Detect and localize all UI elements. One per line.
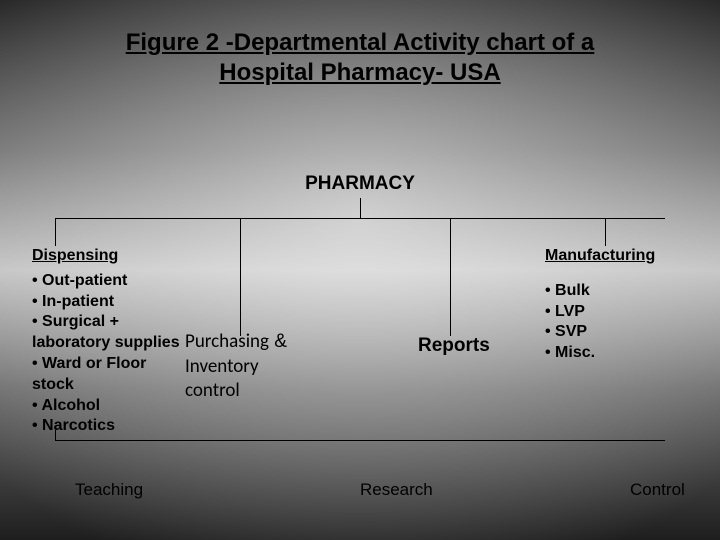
list-item: • In-patient (32, 292, 182, 313)
control-label: control (185, 379, 240, 402)
list-item: • Misc. (545, 343, 715, 364)
connector-line (55, 218, 665, 219)
purchasing-label: Purchasing (185, 330, 269, 353)
list-item: • Alcohol (32, 396, 182, 417)
node-research: Research (360, 480, 433, 500)
list-item: • Surgical + laboratory supplies (32, 312, 182, 354)
root-node-pharmacy: PHARMACY (0, 173, 720, 195)
connector-line (605, 218, 606, 246)
list-item: • Narcotics (32, 416, 182, 437)
title-line-2: Hospital Pharmacy- USA (219, 59, 500, 86)
list-item: • Out-patient (32, 271, 182, 292)
connector-line (450, 218, 451, 336)
connector-line (360, 198, 361, 218)
list-item: • LVP (545, 302, 715, 323)
list-item: • Ward or Floor stock (32, 354, 182, 396)
connector-line (55, 218, 56, 246)
node-reports: Reports (418, 334, 508, 359)
inventory-label: Inventory (185, 355, 259, 378)
node-teaching: Teaching (75, 480, 143, 500)
connector-line (240, 218, 241, 336)
manufacturing-heading: Manufacturing (545, 246, 715, 267)
ampersand: & (274, 331, 287, 352)
connector-line (55, 440, 665, 441)
dispensing-heading: Dispensing (32, 246, 182, 267)
figure-title: Figure 2 -Departmental Activity chart of… (40, 28, 680, 88)
node-manufacturing: Manufacturing • Bulk • LVP • SVP • Misc. (545, 246, 715, 364)
node-dispensing: Dispensing • Out-patient • In-patient • … (32, 246, 182, 437)
list-item: • Bulk (545, 281, 715, 302)
title-line-1: Figure 2 -Departmental Activity chart of… (126, 29, 595, 56)
node-purchasing-inventory: Purchasing & Inventory control (185, 330, 355, 404)
list-item: • SVP (545, 322, 715, 343)
node-control: Control (630, 480, 685, 500)
